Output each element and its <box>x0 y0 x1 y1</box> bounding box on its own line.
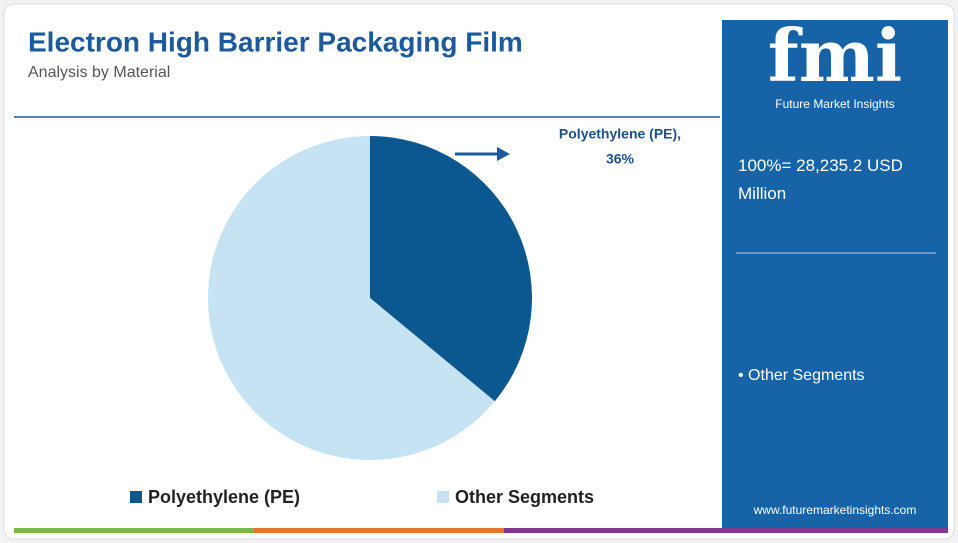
url: www.futuremarketinsights.com <box>753 503 917 517</box>
accent-strip <box>504 528 948 533</box>
side-panel <box>722 20 948 530</box>
accent-strip <box>254 528 504 533</box>
pie-slice <box>370 136 532 402</box>
legend-swatch <box>437 491 449 503</box>
arrow <box>455 147 510 161</box>
pie-slice <box>207 136 495 461</box>
value-label: 36% <box>606 151 635 167</box>
annotation: Polyethylene (PE), <box>559 126 681 142</box>
legend-label: Polyethylene (PE) <box>148 487 300 507</box>
brand-name: Future Market Insights <box>775 97 894 111</box>
chart-title: Electron High Barrier Packaging Film <box>28 26 523 57</box>
brand-logo: fmi <box>768 13 903 98</box>
chart-subtitle: Analysis by Material <box>28 64 170 81</box>
legend-label: Other Segments <box>455 487 594 507</box>
segment-note: • Other Segments <box>738 367 865 384</box>
total-label: 100%= 28,235.2 USD Million <box>738 156 903 203</box>
accent-strip <box>14 528 254 533</box>
legend-swatch <box>130 491 142 503</box>
